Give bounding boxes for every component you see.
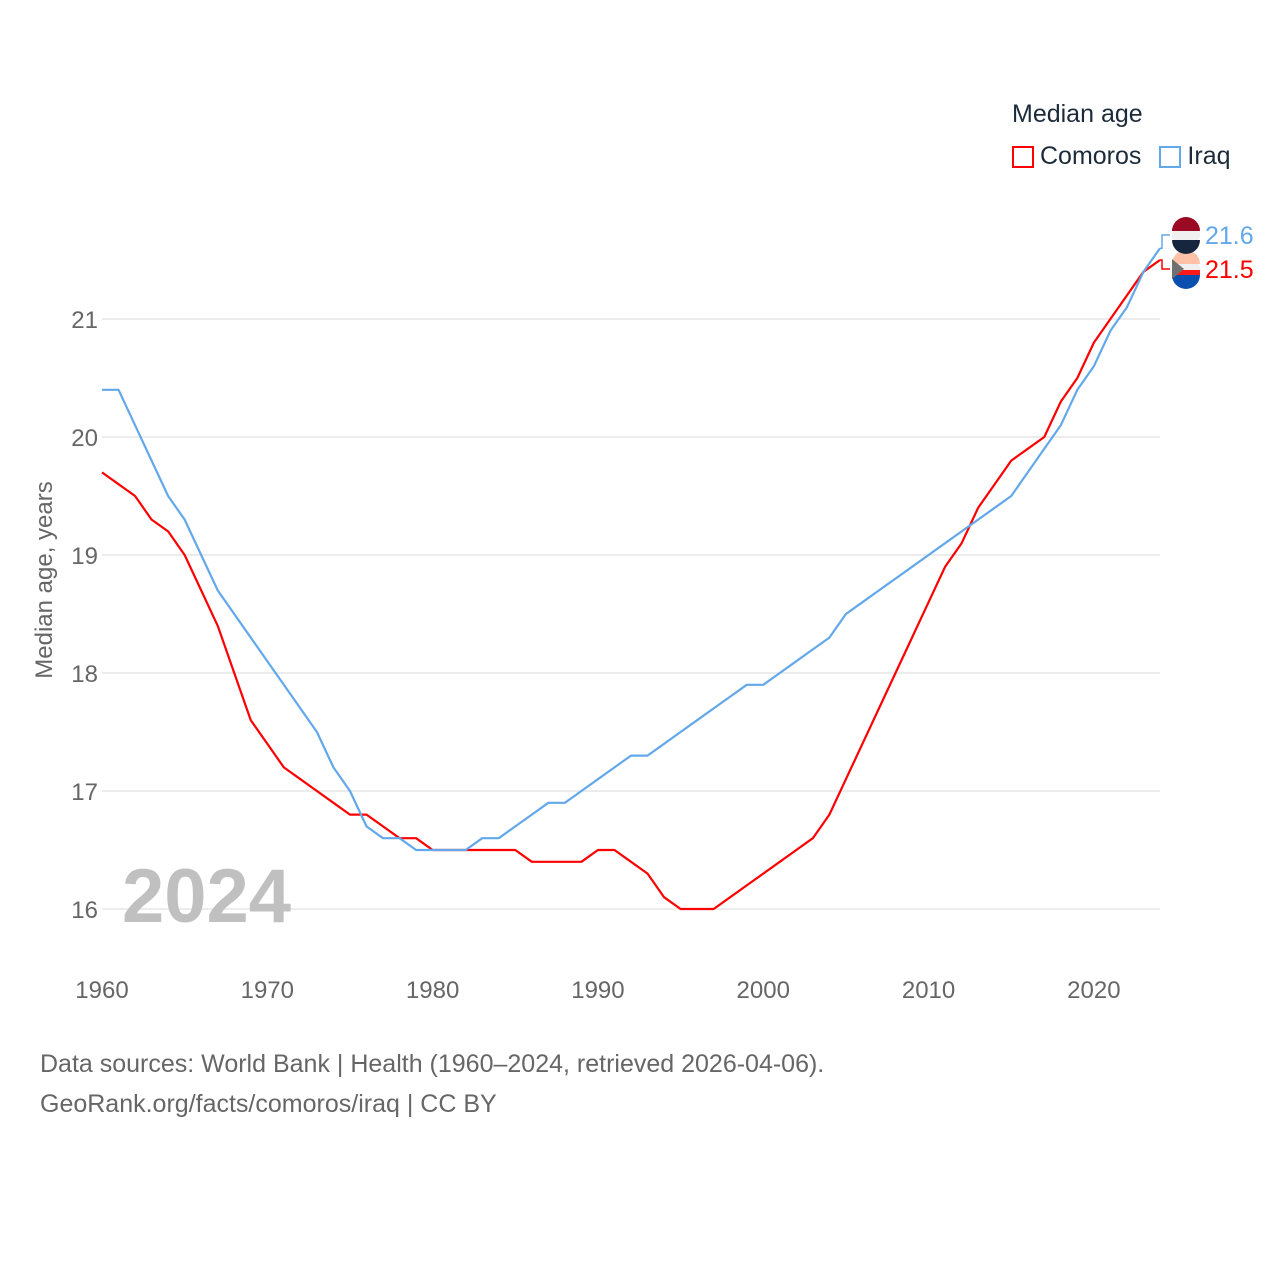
legend-label: Iraq <box>1187 142 1231 170</box>
end-label-connector <box>1160 259 1170 270</box>
legend-swatch-comoros <box>1012 145 1034 168</box>
end-value-label: 21.6 <box>1205 222 1254 250</box>
iraq-flag-black-band <box>1172 240 1200 254</box>
y-tick-label: 19 <box>71 543 98 570</box>
x-tick-label: 2020 <box>1067 977 1120 1004</box>
comoros-flag-band <box>1172 275 1200 289</box>
source-note: Data sources: World Bank | Health (1960–… <box>40 1044 824 1124</box>
y-tick-label: 20 <box>71 425 98 452</box>
x-tick-label: 1980 <box>406 977 459 1004</box>
x-tick-label: 2010 <box>902 977 955 1004</box>
year-label: 2024 <box>122 854 291 939</box>
comoros-flag-triangle <box>1172 259 1184 279</box>
end-label-connector <box>1160 234 1170 249</box>
y-tick-label: 17 <box>71 779 98 806</box>
x-tick-label: 1960 <box>75 977 128 1004</box>
legend-title: Median age <box>1012 100 1143 128</box>
series-line-comoros <box>101 259 1161 911</box>
y-axis-title: Median age, years <box>31 481 58 678</box>
end-value-label: 21.5 <box>1205 256 1254 284</box>
source-line-2[interactable]: GeoRank.org/facts/comoros/iraq | CC BY <box>40 1090 497 1118</box>
x-tick-label: 2000 <box>737 977 790 1004</box>
y-tick-label: 16 <box>71 897 98 924</box>
source-line-1: Data sources: World Bank | Health (1960–… <box>40 1050 825 1078</box>
y-tick-label: 18 <box>71 661 98 688</box>
x-tick-label: 1990 <box>571 977 624 1004</box>
x-tick-label: 1970 <box>241 977 294 1004</box>
series-line-iraq <box>102 247 1161 852</box>
y-tick-label: 21 <box>71 307 98 334</box>
legend-label: Comoros <box>1040 142 1142 170</box>
comoros-flag-band <box>1172 270 1200 276</box>
legend-swatch-iraq <box>1159 145 1182 168</box>
legend-item-iraq[interactable]: Iraq <box>1159 142 1231 171</box>
legend-item-comoros[interactable]: Comoros <box>1012 142 1141 171</box>
iraq-flag-red-band <box>1172 217 1200 231</box>
legend: Comoros Iraq <box>1012 142 1231 171</box>
comoros-flag-band <box>1172 250 1200 264</box>
